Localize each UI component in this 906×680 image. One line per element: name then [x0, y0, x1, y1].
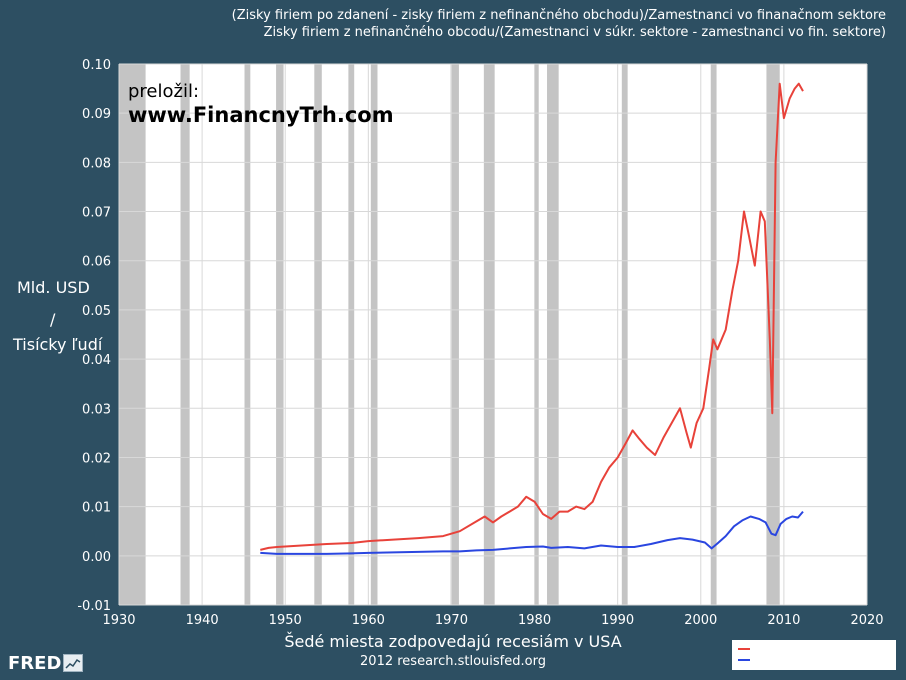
- x-tick-label: 2020: [850, 613, 883, 628]
- recession-band: [534, 64, 539, 605]
- x-tick-label: 2000: [684, 613, 717, 628]
- x-tick-label: 1940: [186, 613, 219, 628]
- recession-bands: [119, 64, 780, 605]
- translated-by-label: preložil:: [128, 81, 199, 102]
- recession-band: [276, 64, 284, 605]
- series-line-1: [260, 82, 804, 551]
- y-tick-label: 0.07: [82, 206, 111, 221]
- recession-band: [180, 64, 190, 605]
- y-tick-label: 0.05: [82, 304, 111, 319]
- recession-band: [314, 64, 322, 605]
- x-tick-label: 2010: [767, 613, 800, 628]
- x-axis-label: Šedé miesta zodpovedajú recesiám v USA: [284, 632, 622, 651]
- source-text: 2012 research.stlouisfed.org: [360, 654, 546, 669]
- y-axis-label-line-1: Mld. USD: [17, 278, 90, 297]
- chart-mini-icon: [63, 654, 84, 672]
- recession-band: [450, 64, 459, 605]
- recession-band: [370, 64, 378, 605]
- y-axis-label-line-2: /: [50, 310, 56, 329]
- recession-band: [547, 64, 559, 605]
- y-tick-label: 0.09: [82, 107, 111, 122]
- x-tick-label: 1960: [352, 613, 385, 628]
- recession-band: [483, 64, 495, 605]
- y-tick-label: -0.01: [77, 599, 111, 614]
- y-tick-label: 0.04: [82, 353, 111, 368]
- x-tick-label: 1950: [269, 613, 302, 628]
- recession-band: [348, 64, 355, 605]
- grid-lines: [118, 63, 868, 606]
- chart-title-line-1: (Zisky firiem po zdanení - zisky firiem …: [231, 8, 886, 23]
- y-tick-label: 0.01: [82, 501, 111, 516]
- y-tick-label: 0.10: [82, 58, 111, 73]
- website-label: www.FinancnyTrh.com: [128, 103, 394, 127]
- legend-swatch-series-2: [738, 659, 750, 661]
- recession-band: [621, 64, 628, 605]
- fred-logo-text: FRED: [8, 652, 62, 674]
- legend: [731, 639, 897, 671]
- series-line-2: [260, 510, 804, 555]
- series-lines: [260, 82, 804, 555]
- y-tick-label: 0.03: [82, 402, 111, 417]
- recession-band: [119, 64, 146, 605]
- x-tick-label: 1990: [601, 613, 634, 628]
- x-tick-label: 1970: [435, 613, 468, 628]
- fred-logo: FRED: [8, 652, 84, 674]
- chart-title-line-2: Zisky firiem z nefinančného obcodu/(Zame…: [263, 25, 886, 40]
- y-tick-label: 0.02: [82, 451, 111, 466]
- x-tick-label: 1980: [518, 613, 551, 628]
- y-tick-label: 0.08: [82, 156, 111, 171]
- y-tick-label: 0.06: [82, 255, 111, 270]
- y-tick-label: 0.00: [82, 550, 111, 565]
- x-tick-label: 1930: [102, 613, 135, 628]
- legend-swatch-series-1: [738, 648, 750, 650]
- y-axis-label-line-3: Tisícky ľudí: [13, 335, 103, 354]
- recession-band: [710, 64, 717, 605]
- recession-band: [244, 64, 251, 605]
- axis-tick-labels: -0.01 0.00 0.01 0.02 0.03 0.04 0.05 0.06 0.07 0.0…: [77, 58, 883, 628]
